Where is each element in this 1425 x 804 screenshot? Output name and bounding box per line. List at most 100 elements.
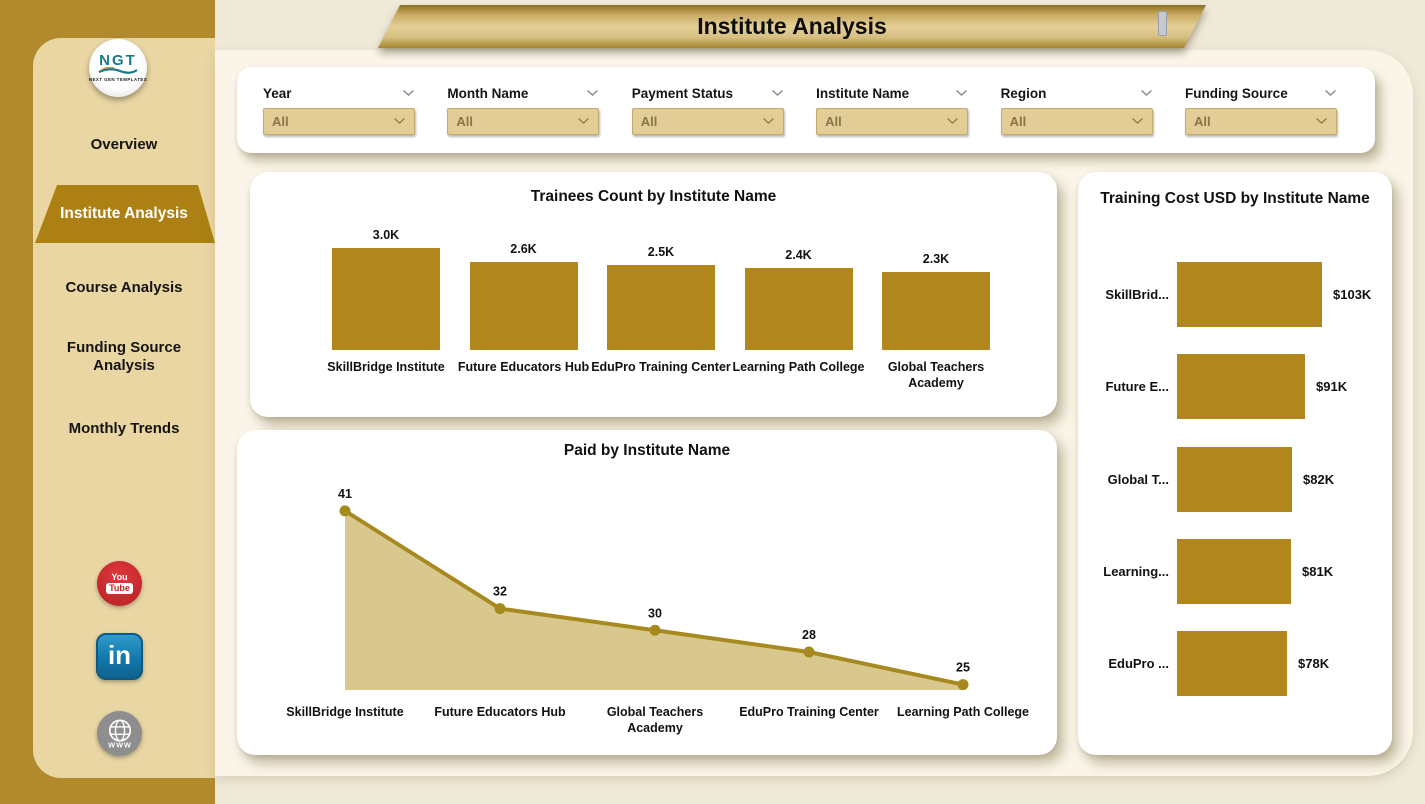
filter-header: Institute Name xyxy=(816,86,968,101)
chevron-down-icon xyxy=(587,89,599,96)
chevron-down-icon xyxy=(947,117,959,124)
youtube-icon-text-bottom: Tube xyxy=(106,583,133,594)
filter-header: Funding Source xyxy=(1185,86,1337,101)
website-globe-icon[interactable]: WWW xyxy=(97,711,142,756)
sidebar-item-funding-source-analysis[interactable]: Funding Source Analysis xyxy=(33,339,215,375)
filter-label: Region xyxy=(1000,85,1047,101)
axis-label: SkillBrid... xyxy=(1105,286,1169,302)
logo-text: NGT xyxy=(99,52,137,69)
area-fill xyxy=(345,510,963,690)
point-value-label: 41 xyxy=(338,487,352,501)
sidebar-item-label: Course Analysis xyxy=(65,279,183,296)
axis-label: EduPro Training Center xyxy=(591,360,731,374)
sidebar-item-overview[interactable]: Overview xyxy=(33,136,215,154)
sidebar-item-label: Institute Analysis xyxy=(60,204,188,222)
filter-label: Institute Name xyxy=(816,85,910,101)
bar-global-t[interactable] xyxy=(1177,447,1292,512)
axis-label: Learning... xyxy=(1103,563,1169,579)
youtube-icon[interactable]: You Tube xyxy=(97,561,142,606)
sidebar-item-label: Monthly Trends xyxy=(68,420,180,437)
bar-edupro[interactable] xyxy=(1177,631,1287,696)
axis-label: Future E... xyxy=(1105,378,1169,394)
data-point-edupro-training-center[interactable] xyxy=(803,646,815,658)
training-cost-card: Training Cost USD by Institute Name Skil… xyxy=(1078,172,1392,755)
chevron-down-icon xyxy=(1315,117,1327,124)
chart-title: Training Cost USD by Institute Name xyxy=(1100,190,1370,207)
axis-label: EduPro Training Center xyxy=(739,705,879,719)
filter-month-name: Month Name All xyxy=(447,86,600,135)
linkedin-icon[interactable]: in xyxy=(96,633,143,680)
axis-label: Global Teachers Academy xyxy=(606,705,704,735)
filter-dropdown-funding-source[interactable]: All xyxy=(1184,107,1337,135)
filter-year: Year All xyxy=(263,86,415,135)
trainees-count-card: Trainees Count by Institute Name 3.0K Ski… xyxy=(250,172,1057,417)
filter-dropdown-month-name[interactable]: All xyxy=(447,107,600,135)
filter-dropdown-payment-status[interactable]: All xyxy=(631,107,784,135)
filter-dropdown-year[interactable]: All xyxy=(263,107,415,135)
bar-edupro-training-center[interactable] xyxy=(607,265,715,350)
bar-value-label: 2.5K xyxy=(647,245,675,259)
bar-value-label: 2.4K xyxy=(785,248,812,262)
filter-region: Region All xyxy=(1000,85,1153,135)
bar-value-label: 2.3K xyxy=(922,252,950,266)
filter-selected-value: All xyxy=(640,113,658,129)
filter-selected-value: All xyxy=(1009,113,1027,129)
banner-accent-bar xyxy=(1158,11,1167,36)
chevron-down-icon xyxy=(956,89,968,96)
filter-header: Month Name xyxy=(447,86,599,101)
banner-ribbon: Institute Analysis xyxy=(378,5,1206,48)
sidebar-item-monthly-trends[interactable]: Monthly Trends xyxy=(33,420,215,438)
bar-value-label: $103K xyxy=(1333,286,1372,302)
bar-learning[interactable] xyxy=(1177,539,1291,604)
bar-global-teachers-academy[interactable] xyxy=(882,272,990,350)
data-point-global-teachers-academy[interactable] xyxy=(649,624,661,636)
point-value-label: 25 xyxy=(956,661,970,675)
chevron-down-icon xyxy=(1324,89,1336,96)
paid-card: Paid by Institute Name 41 32 30 28 25 SkillBr… xyxy=(237,430,1057,755)
bar-skillbridge-institute[interactable] xyxy=(332,248,440,350)
filter-bar: Year All Month Name All Payment Status All Ins… xyxy=(237,67,1375,153)
sidebar-social: You Tube in WWW xyxy=(33,38,215,778)
sidebar: NGT NEXT GEN TEMPLATES Overview Institute… xyxy=(0,0,215,804)
globe-glyph: WWW xyxy=(108,719,131,749)
axis-label: Future Educators Hub xyxy=(457,360,590,374)
logo-swoosh-icon xyxy=(98,67,138,74)
chevron-down-icon xyxy=(394,117,405,124)
filter-payment-status: Payment Status All xyxy=(631,86,784,135)
chevron-down-icon xyxy=(403,89,414,96)
filter-institute-name: Institute Name All xyxy=(816,86,969,135)
filter-header: Year xyxy=(263,86,415,101)
axis-label: Learning Path College xyxy=(897,705,1029,719)
data-point-future-educators-hub[interactable] xyxy=(494,603,506,615)
bar-skillbrid[interactable] xyxy=(1177,262,1322,327)
area-chart-plot: 41 32 30 28 25 SkillBridge Institute Future Ed… xyxy=(237,430,1057,755)
data-point-learning-path-college[interactable] xyxy=(957,679,969,691)
point-value-label: 32 xyxy=(493,585,507,599)
filter-selected-value: All xyxy=(456,113,474,129)
bar-future-educators-hub[interactable] xyxy=(469,262,578,350)
bar-value-label: 2.6K xyxy=(510,242,537,256)
axis-label: Future Educators Hub xyxy=(434,705,566,719)
svg-text:WWW: WWW xyxy=(108,740,131,749)
filter-label: Month Name xyxy=(447,85,529,101)
sidebar-item-institute-analysis[interactable]: Institute Analysis xyxy=(35,185,215,243)
point-value-label: 28 xyxy=(802,628,816,642)
data-point-skillbridge-institute[interactable] xyxy=(339,505,351,517)
filter-header: Payment Status xyxy=(632,86,784,101)
filter-label: Year xyxy=(263,85,292,101)
sidebar-item-label: Overview xyxy=(90,136,158,153)
bar-value-label: $81K xyxy=(1302,563,1334,579)
sidebar-item-course-analysis[interactable]: Course Analysis xyxy=(33,279,215,297)
filter-dropdown-region[interactable]: All xyxy=(1000,107,1153,135)
filter-dropdown-institute-name[interactable]: All xyxy=(816,107,969,135)
bar-learning-path-college[interactable] xyxy=(744,268,853,350)
axis-label: Learning Path College xyxy=(732,360,865,374)
chevron-down-icon xyxy=(771,89,783,96)
chevron-down-icon xyxy=(762,117,774,124)
axis-label: SkillBridge Institute xyxy=(286,705,404,719)
youtube-icon-text-top: You xyxy=(111,572,128,582)
chevron-down-icon xyxy=(1131,117,1143,124)
bar-future-e[interactable] xyxy=(1177,354,1305,419)
bar-value-label: 3.0K xyxy=(372,228,400,242)
